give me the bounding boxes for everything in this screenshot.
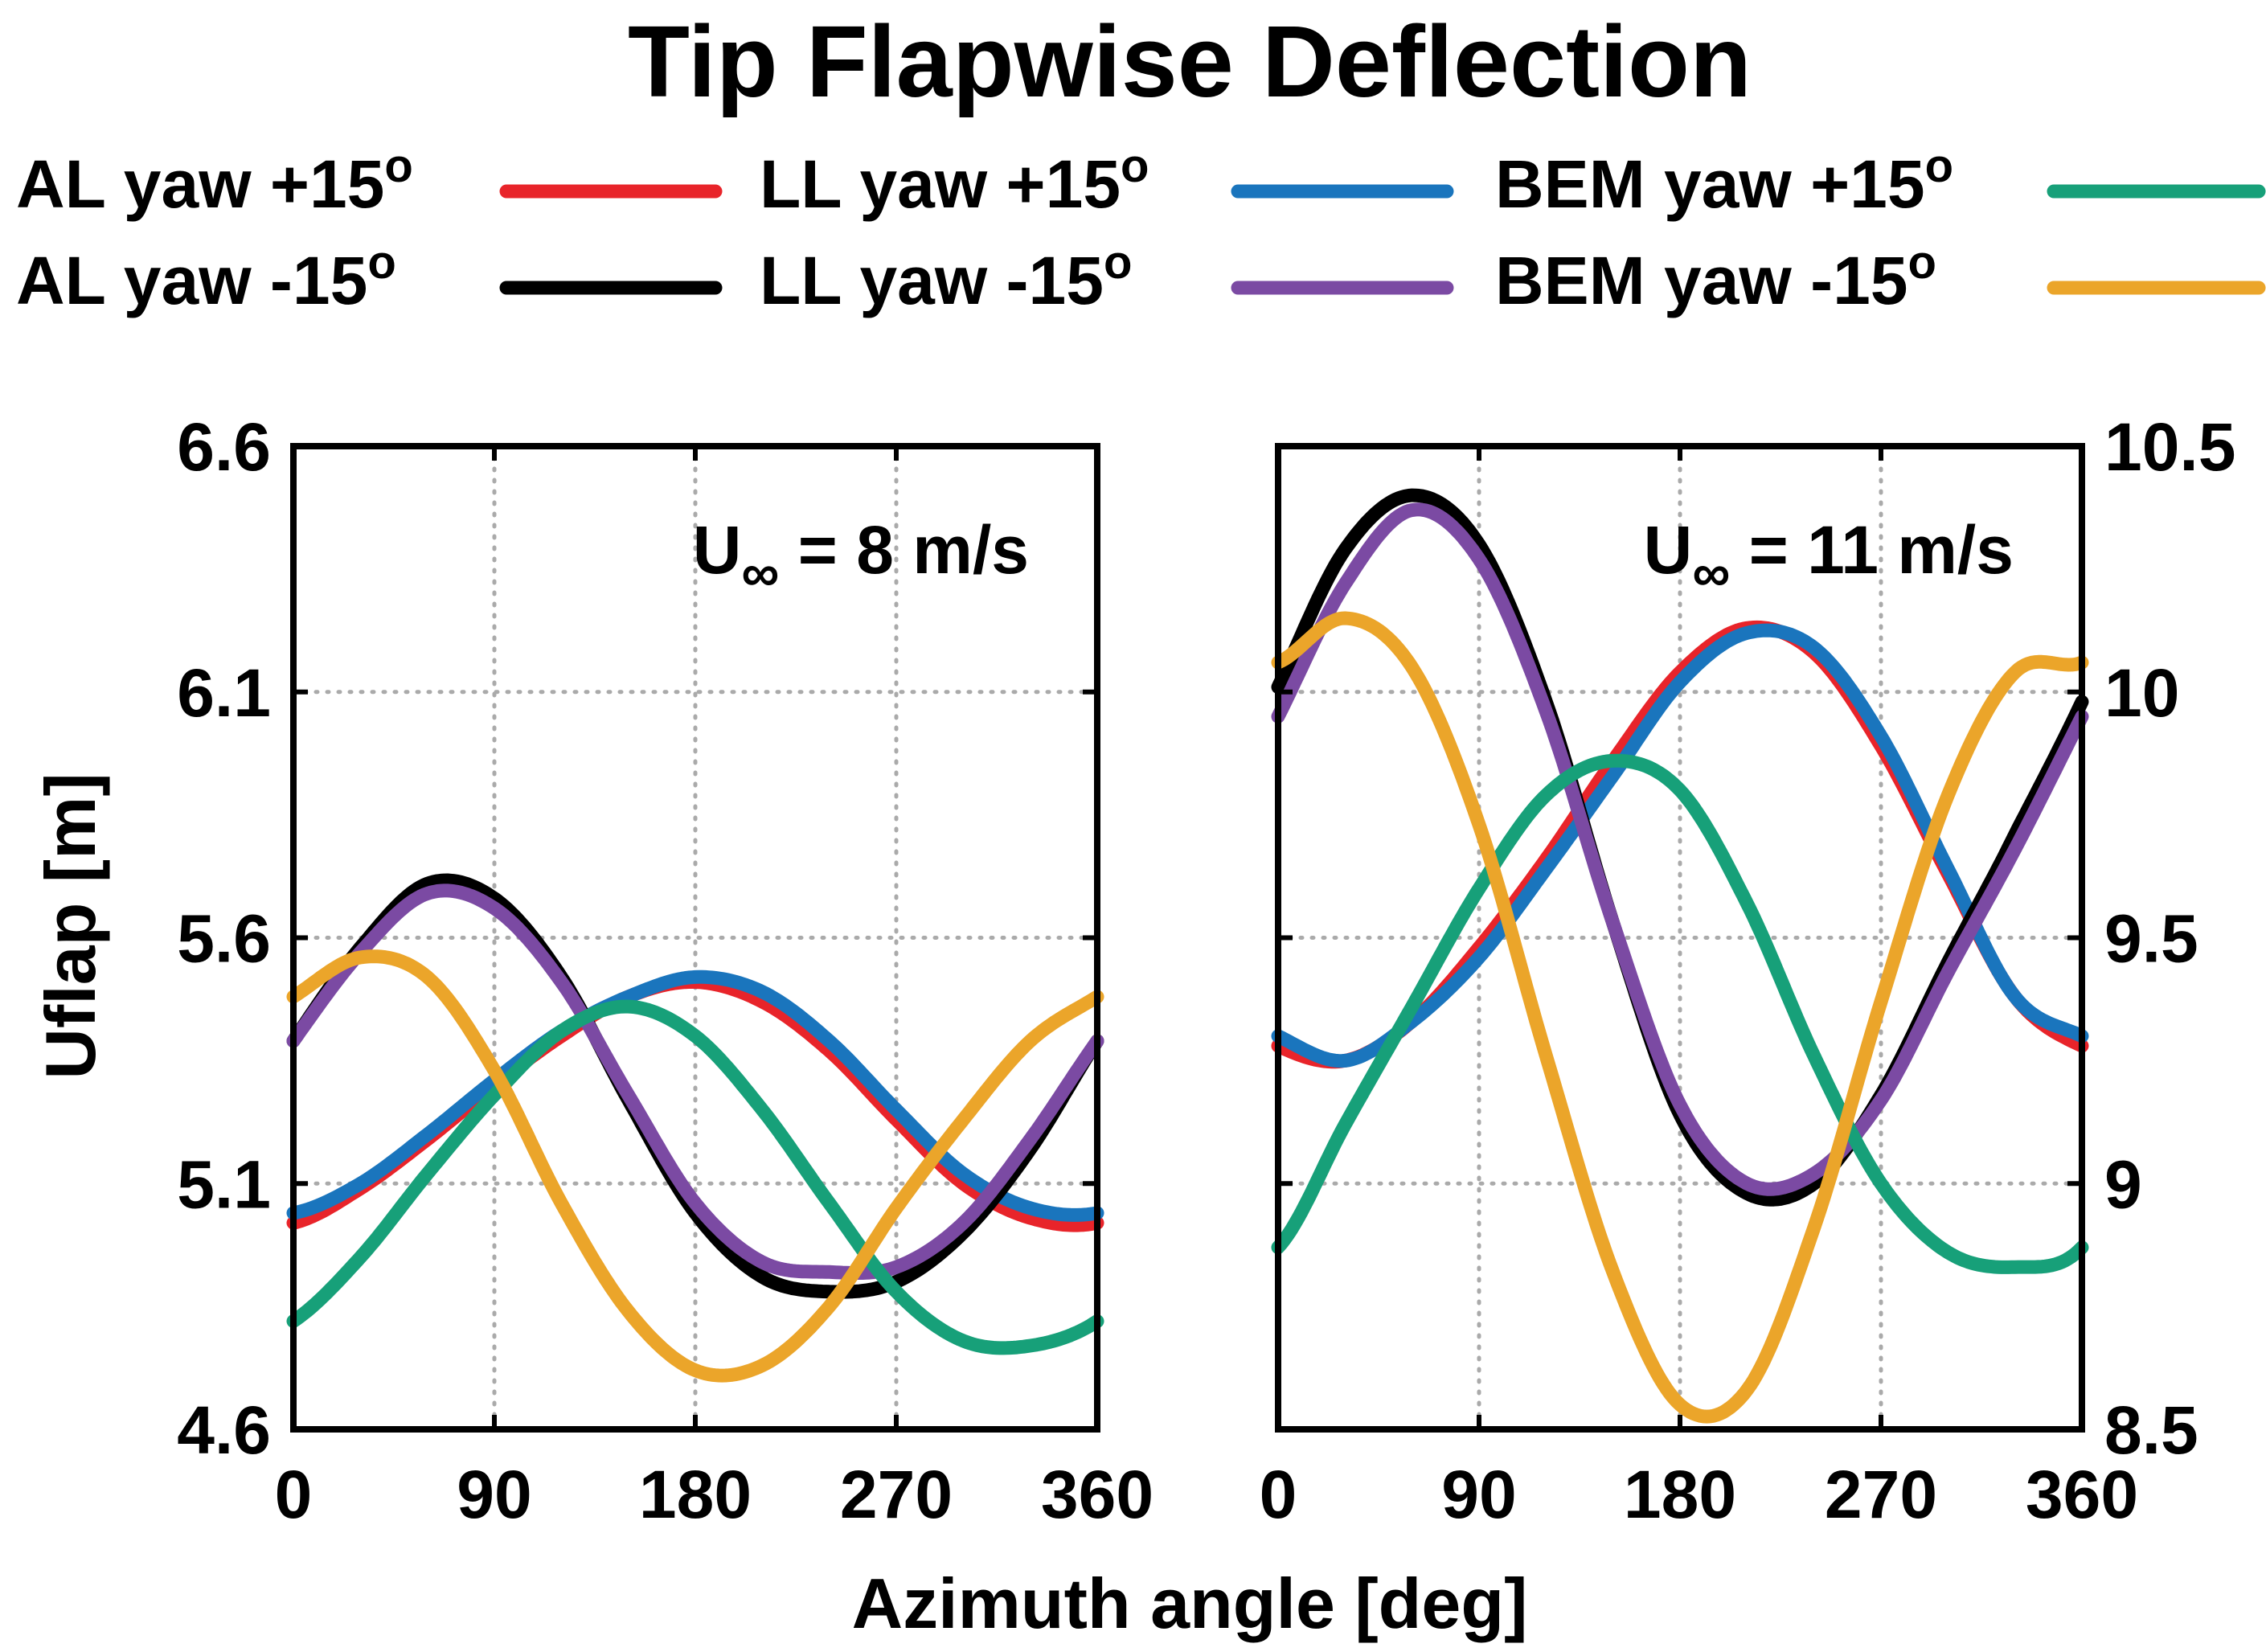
legend-label-bem-pos: BEM yaw +15o <box>1495 140 1953 222</box>
legend-label-al-pos: AL yaw +15o <box>16 140 413 222</box>
chart-title: Tip Flapwise Deflection <box>628 5 1752 118</box>
y-tick-label: 5.6 <box>177 901 271 977</box>
x-tick-label: 270 <box>1825 1457 1937 1532</box>
series-line-ll-pos <box>1271 623 2089 1068</box>
x-tick-label: 0 <box>1260 1457 1297 1532</box>
legend-label-ll-pos: LL yaw +15o <box>760 140 1149 222</box>
wind-speed-annotation: U∞ = 8 m/s <box>693 512 1029 602</box>
y-tick-label: 10 <box>2104 655 2179 731</box>
y-tick-label: 9.5 <box>2104 901 2198 977</box>
legend-label-bem-neg: BEM yaw -15o <box>1495 236 1936 318</box>
x-tick-label: 270 <box>840 1457 953 1532</box>
x-tick-label: 360 <box>1041 1457 1153 1532</box>
x-tick-label: 360 <box>2026 1457 2138 1532</box>
y-tick-label: 8.5 <box>2104 1392 2198 1468</box>
x-tick-label: 90 <box>457 1457 531 1532</box>
series-line-bem-neg <box>286 949 1104 1383</box>
y-tick-label: 4.6 <box>177 1392 271 1468</box>
x-tick-label: 0 <box>275 1457 313 1532</box>
y-tick-label: 6.6 <box>177 409 271 485</box>
series-line-bem-pos <box>1271 753 2089 1274</box>
panel-left: 0 90 180 270 360 4.6 5.1 5.6 6.1 6.6 U∞ = 8 m/s <box>177 409 1153 1532</box>
y-tick-label: 9 <box>2104 1146 2142 1222</box>
series-line-ll-neg <box>286 883 1104 1280</box>
wind-speed-annotation: U∞ = 11 m/s <box>1644 512 2014 602</box>
series-line-bem-neg <box>1271 611 2089 1424</box>
legend: AL yaw +15o AL yaw -15o LL yaw +15o LL yaw … <box>16 140 2266 318</box>
x-tick-label: 90 <box>1441 1457 1516 1532</box>
y-tick-label: 5.1 <box>177 1146 271 1222</box>
legend-label-ll-neg: LL yaw -15o <box>760 236 1132 318</box>
x-axis-label: Azimuth angle [deg] <box>852 1564 1528 1643</box>
y-tick-label: 10.5 <box>2104 409 2236 485</box>
legend-label-al-neg: AL yaw -15o <box>16 236 396 318</box>
series-line-ll-neg <box>1271 502 2089 1196</box>
x-tick-label: 180 <box>639 1457 752 1532</box>
y-tick-label: 6.1 <box>177 655 271 731</box>
x-tick-label: 180 <box>1624 1457 1736 1532</box>
series-line-ll-pos <box>286 969 1104 1222</box>
series-line-bem-pos <box>286 999 1104 1355</box>
y-axis-label: Uflap [m] <box>31 773 110 1079</box>
